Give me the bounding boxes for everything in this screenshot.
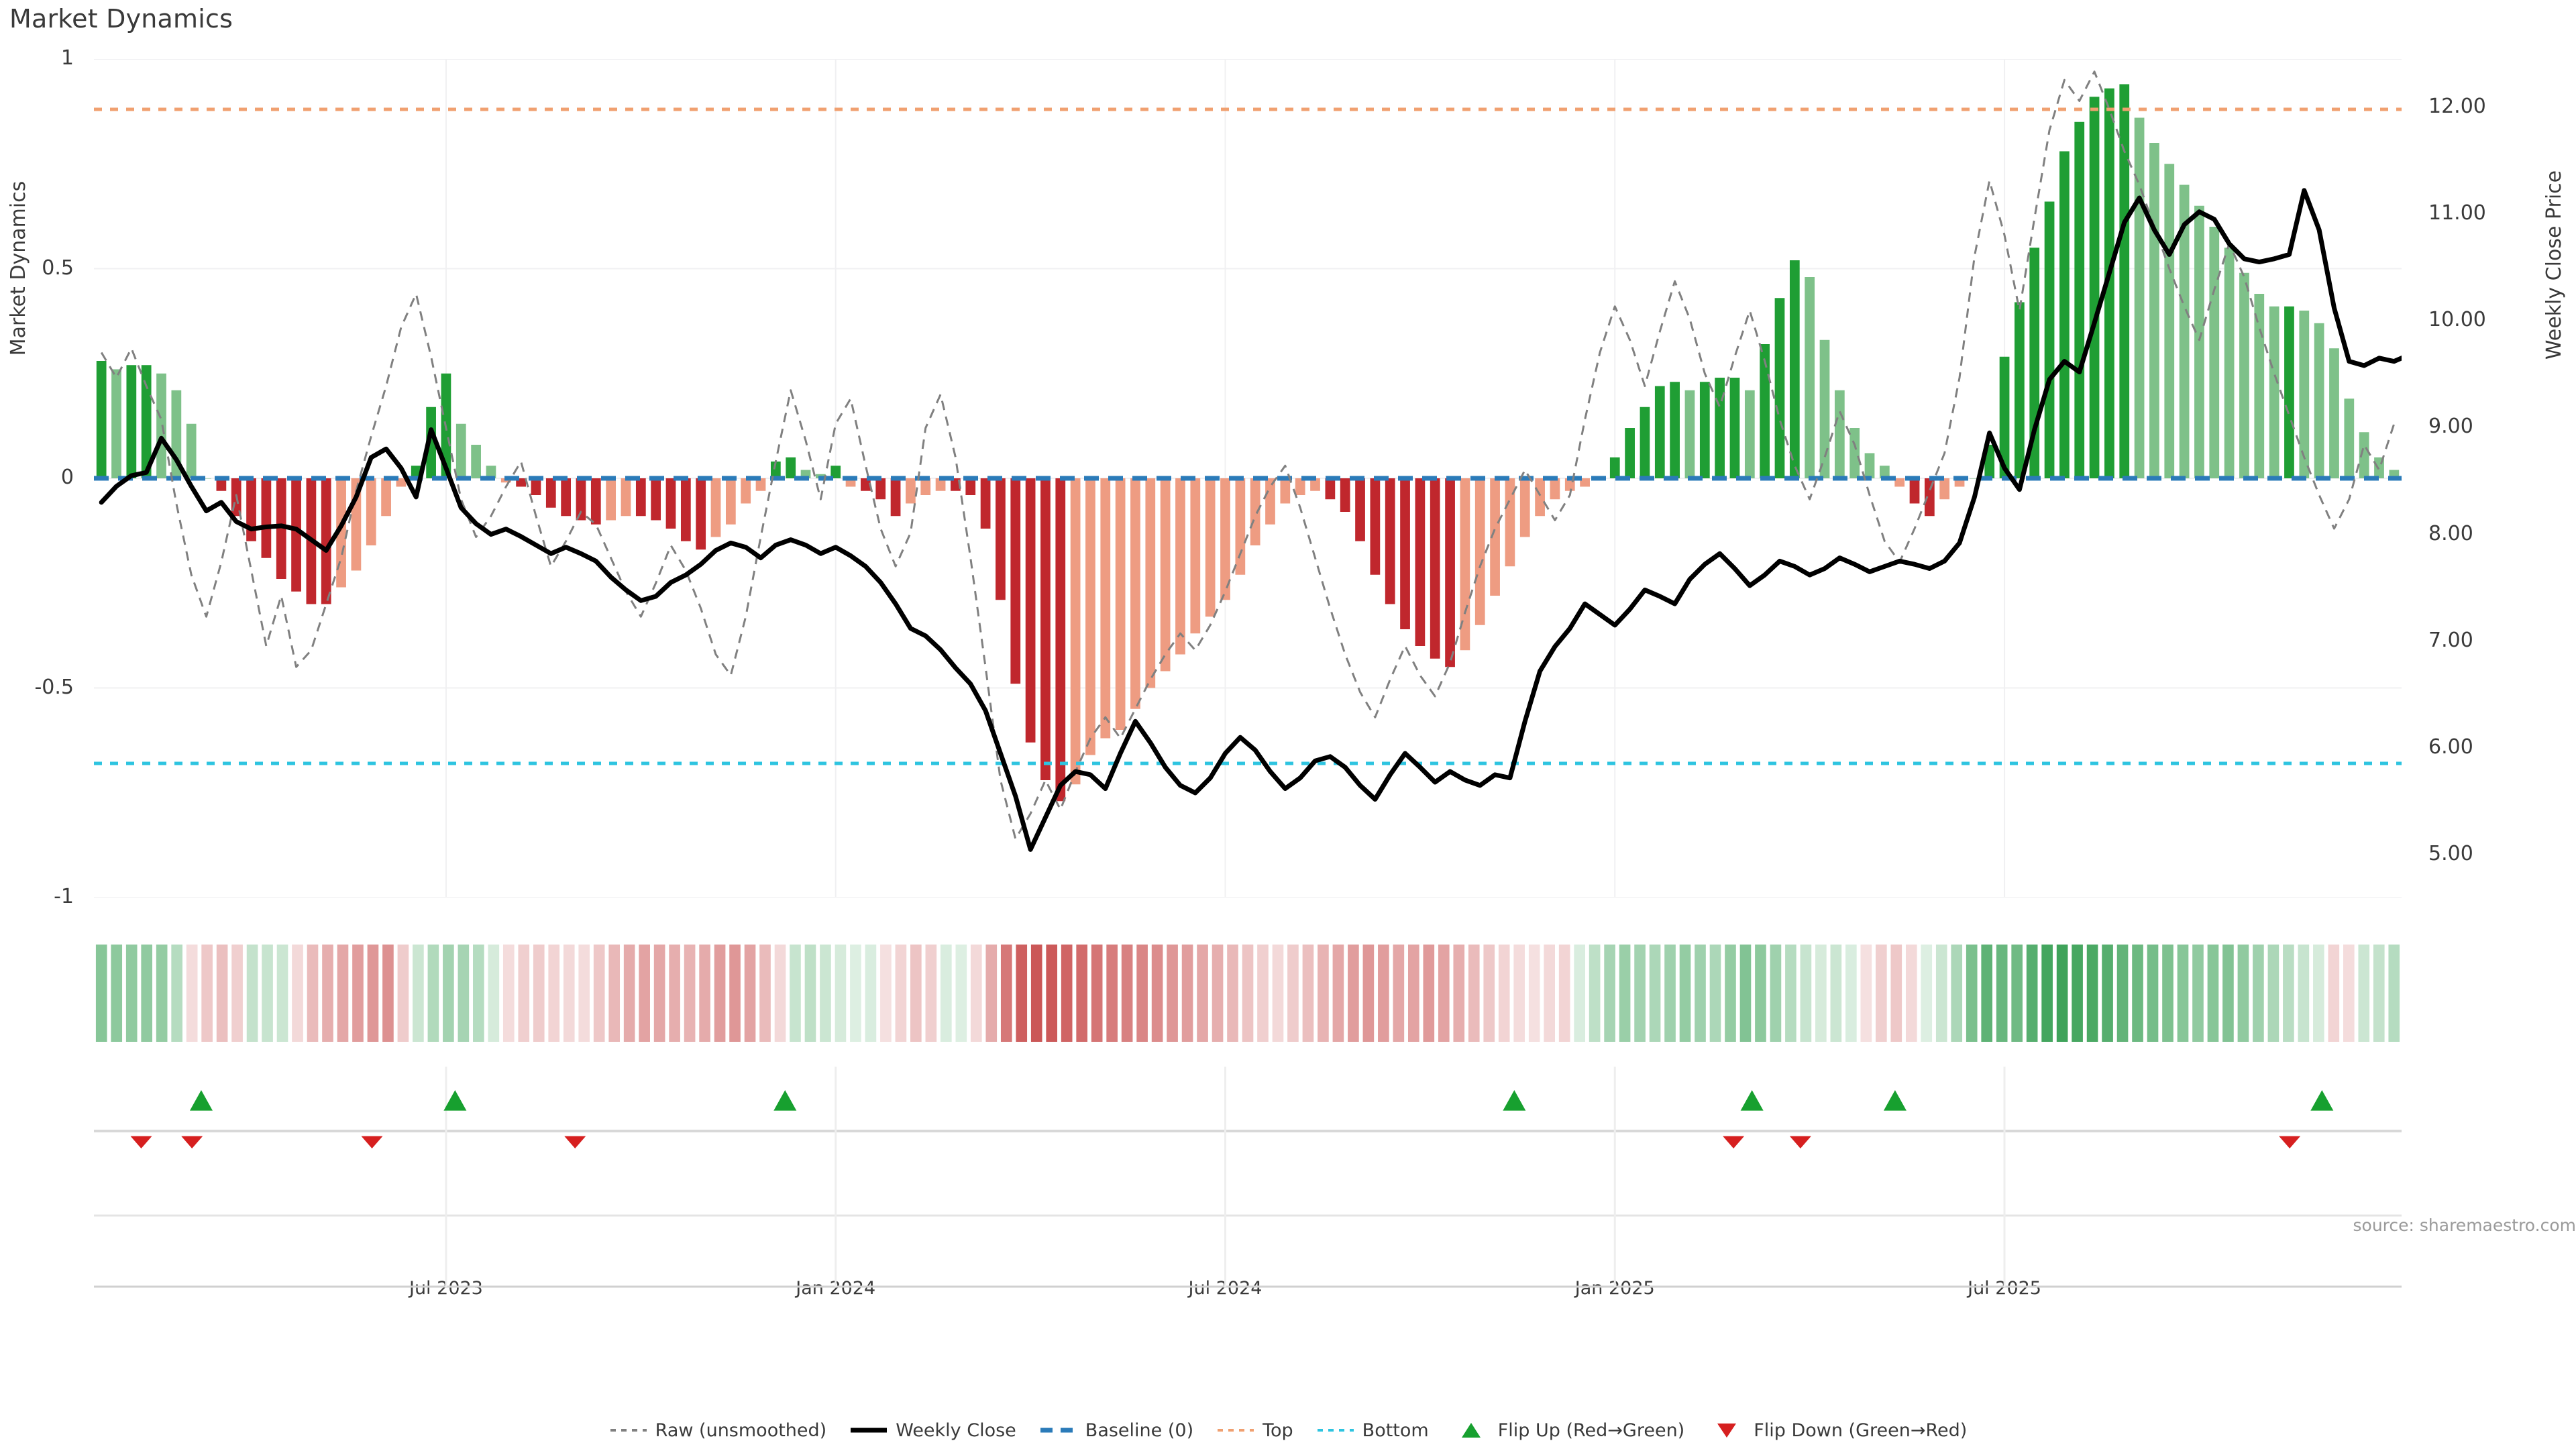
legend-label: Flip Up (Red→Green) bbox=[1497, 1419, 1685, 1441]
dotted-line-icon bbox=[1317, 1429, 1354, 1432]
flip-up-marker bbox=[773, 1090, 797, 1111]
footer-svg bbox=[94, 1154, 2402, 1288]
y-tick-right: 8.00 bbox=[2428, 521, 2473, 545]
dotted-line-icon bbox=[610, 1429, 647, 1432]
y-tick-left: 1 bbox=[60, 46, 74, 70]
y-tick-right: 12.00 bbox=[2428, 94, 2486, 118]
y-tick-right: 11.00 bbox=[2428, 201, 2486, 225]
legend-label: Weekly Close bbox=[896, 1419, 1016, 1441]
y-tick-left: -1 bbox=[54, 885, 74, 908]
legend-label: Bottom bbox=[1362, 1419, 1429, 1441]
chart-legend: Raw (unsmoothed) Weekly Close Baseline (0)… bbox=[0, 1415, 2576, 1445]
legend-item-dotted-line[interactable]: Raw (unsmoothed) bbox=[609, 1419, 827, 1441]
footer-grid-area bbox=[94, 1154, 2402, 1288]
flip-up-marker bbox=[189, 1090, 213, 1111]
legend-item-dotted-line[interactable]: Bottom bbox=[1316, 1420, 1429, 1441]
flip-down-marker bbox=[1789, 1136, 1811, 1148]
flip-down-marker bbox=[130, 1136, 152, 1148]
momentum-heat-strip bbox=[94, 932, 2402, 1053]
y-tick-left: -0.5 bbox=[34, 675, 74, 699]
legend-item-dashed-line[interactable]: Baseline (0) bbox=[1039, 1420, 1193, 1441]
y-tick-right: 9.00 bbox=[2428, 415, 2473, 439]
flip-down-marker bbox=[181, 1136, 203, 1148]
y-axis-right-label: Weekly Close Price bbox=[2542, 170, 2566, 360]
dotted-line-icon bbox=[1218, 1429, 1254, 1432]
legend-item-dotted-line[interactable]: Top bbox=[1216, 1420, 1293, 1441]
page-title: Market Dynamics bbox=[9, 4, 233, 34]
flip-up-marker bbox=[1503, 1090, 1526, 1111]
flip-up-marker bbox=[443, 1090, 467, 1111]
legend-label: Baseline (0) bbox=[1085, 1419, 1194, 1441]
main-plot-area bbox=[94, 59, 2402, 898]
legend-label: Flip Down (Green→Red) bbox=[1754, 1419, 1968, 1441]
y-tick-right: 7.00 bbox=[2428, 628, 2473, 652]
flip-down-marker bbox=[564, 1136, 586, 1148]
y-tick-right: 5.00 bbox=[2428, 842, 2473, 866]
y-tick-left: 0 bbox=[60, 466, 74, 489]
flip-markers-svg bbox=[94, 1067, 2402, 1154]
y-tick-right: 10.00 bbox=[2428, 308, 2486, 332]
flip-up-marker bbox=[2310, 1090, 2334, 1111]
up-triangle-icon bbox=[1461, 1423, 1481, 1438]
plot-svg bbox=[94, 59, 2402, 898]
flip-marker-rows bbox=[94, 1067, 2402, 1154]
source-note: source: sharemaestro.com bbox=[2353, 1216, 2576, 1235]
flip-down-marker bbox=[2279, 1136, 2301, 1148]
y-tick-left: 0.5 bbox=[42, 256, 74, 280]
down-triangle-icon bbox=[1717, 1424, 1737, 1438]
solid-line-icon bbox=[851, 1428, 888, 1433]
legend-label: Raw (unsmoothed) bbox=[655, 1419, 827, 1441]
legend-label: Top bbox=[1263, 1419, 1293, 1441]
flip-down-marker bbox=[361, 1136, 383, 1148]
legend-item-up-triangle[interactable]: Flip Up (Red→Green) bbox=[1452, 1419, 1685, 1441]
y-tick-right: 6.00 bbox=[2428, 735, 2473, 759]
flip-down-marker bbox=[1723, 1136, 1745, 1148]
flip-up-marker bbox=[1883, 1090, 1907, 1111]
dashed-line-icon bbox=[1040, 1428, 1077, 1433]
flip-up-marker bbox=[1740, 1090, 1764, 1111]
legend-item-solid-line[interactable]: Weekly Close bbox=[849, 1420, 1016, 1441]
legend-item-down-triangle[interactable]: Flip Down (Green→Red) bbox=[1707, 1420, 1967, 1441]
heat-strip-svg bbox=[95, 945, 2400, 1042]
